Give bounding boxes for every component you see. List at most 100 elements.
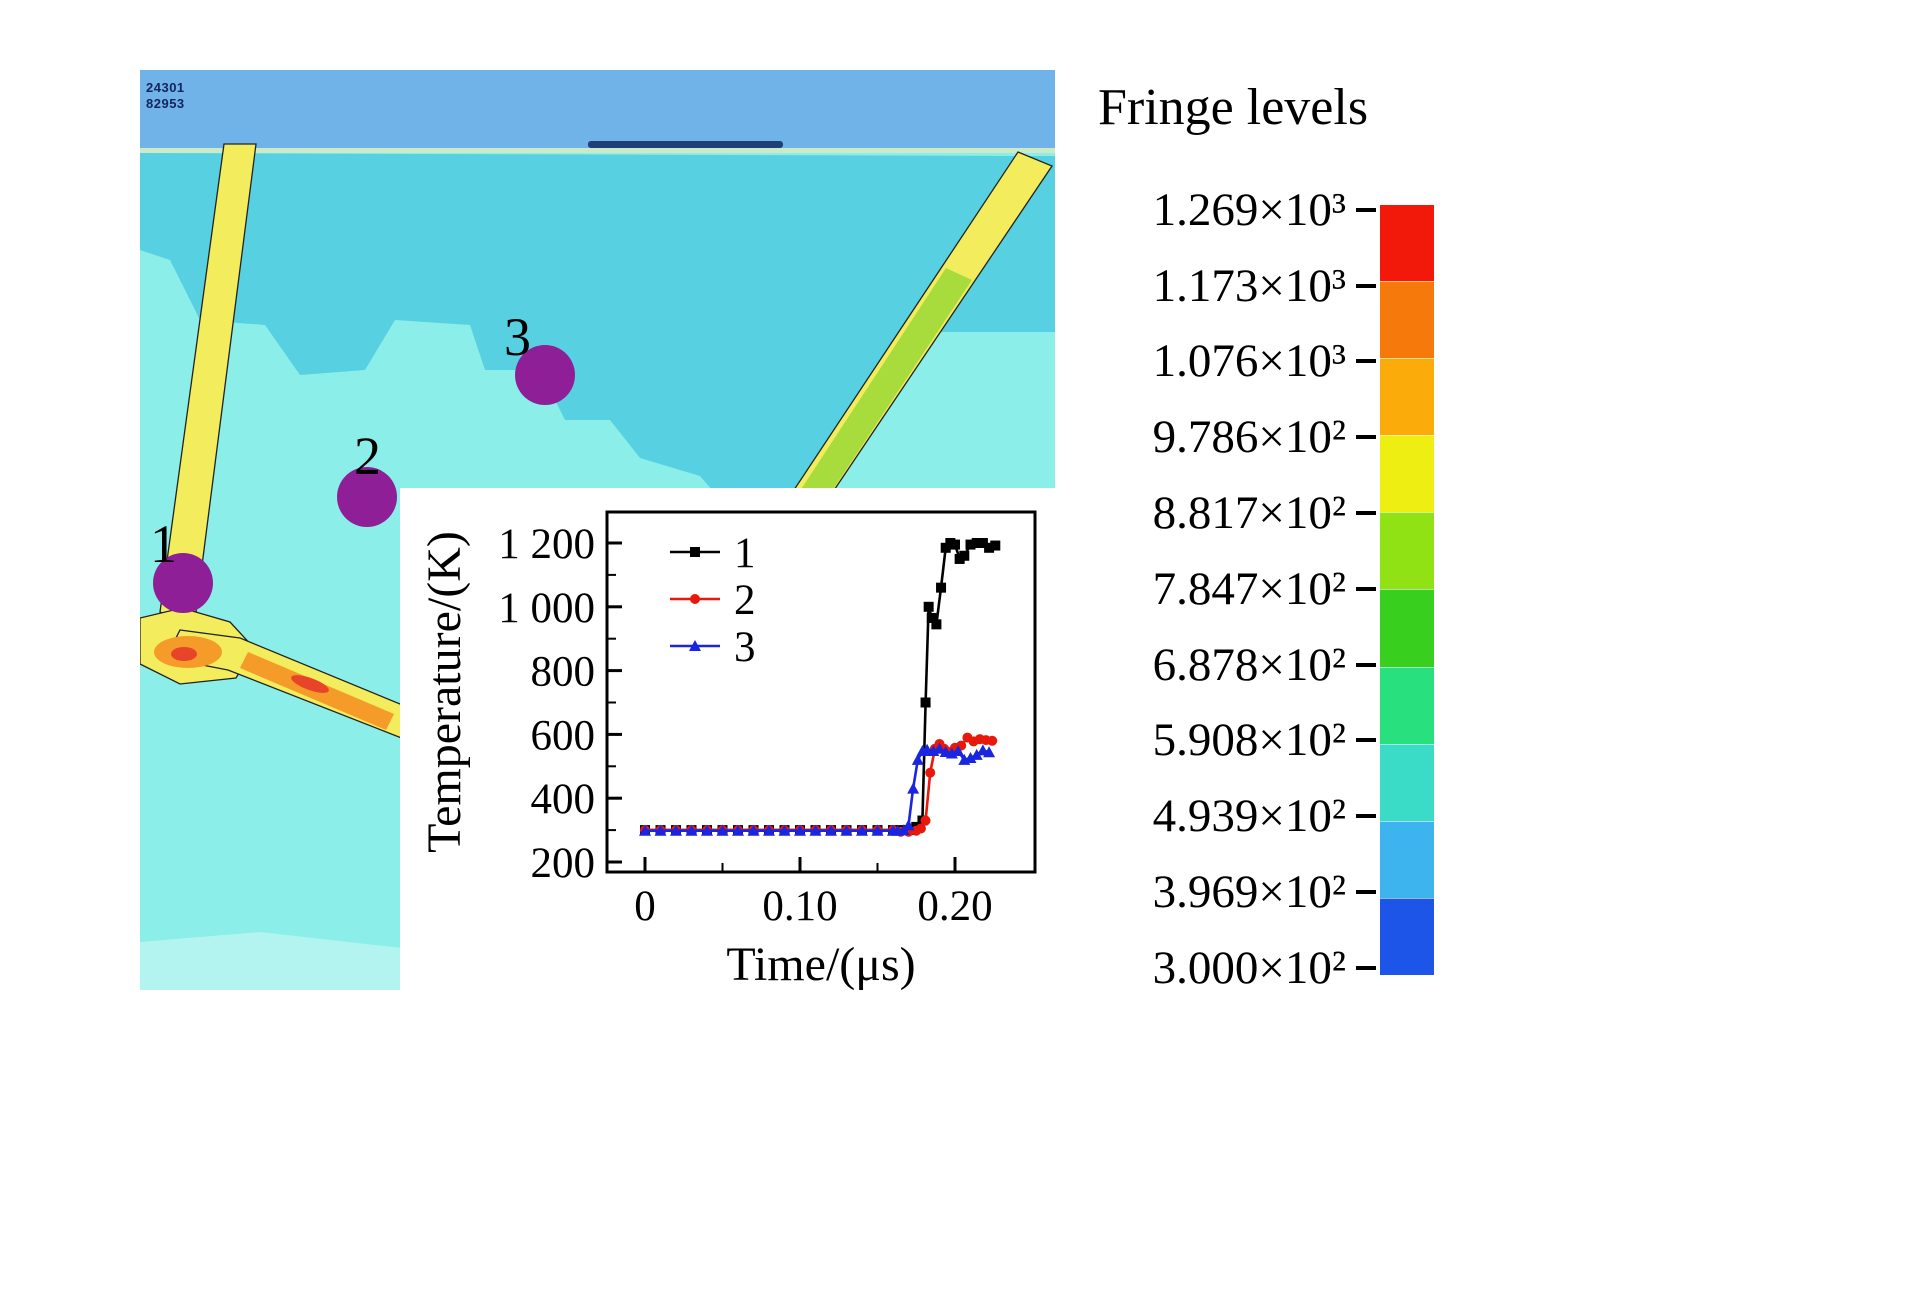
fringe-level-row: 3.000×10² — [1080, 930, 1376, 1006]
fringe-level-row: 1.076×10³ — [1080, 324, 1376, 400]
marker-circle — [987, 735, 998, 746]
fringe-tick-mark — [1356, 814, 1376, 819]
marker-triangle — [907, 782, 920, 794]
y-tick-label: 600 — [531, 712, 596, 759]
marker-circle — [920, 815, 931, 826]
marker-triangle — [983, 746, 996, 758]
contour-corner-text: 24301 82953 — [146, 80, 185, 111]
colorbar-segment — [1380, 358, 1434, 436]
fringe-level-row: 9.786×10² — [1080, 399, 1376, 475]
y-axis-label: Temperature/(K) — [420, 531, 471, 853]
colorbar-segment — [1380, 435, 1434, 513]
fringe-level-row: 5.908×10² — [1080, 703, 1376, 779]
measurement-point-3 — [515, 345, 575, 405]
marker-triangle — [840, 824, 853, 836]
fringe-level-row: 1.269×10³ — [1080, 172, 1376, 248]
colorbar-segment — [1380, 589, 1434, 667]
marker-triangle — [732, 824, 744, 836]
top-blue-band — [140, 70, 1055, 148]
fringe-tick-mark — [1356, 662, 1376, 667]
fringe-colorbar — [1380, 205, 1434, 975]
marker-triangle — [970, 748, 983, 760]
marker-square — [950, 539, 960, 550]
x-tick-label: 0.20 — [917, 883, 992, 930]
colorbar-segment — [1380, 512, 1434, 590]
marker-triangle — [952, 744, 965, 756]
fringe-level-row: 1.173×10³ — [1080, 248, 1376, 324]
colorbar-segment — [1380, 820, 1434, 898]
colorbar-segment — [1380, 897, 1434, 975]
colorbar-segment — [1380, 281, 1434, 359]
branch-hottest — [291, 675, 329, 693]
fringe-tick-mark — [1356, 435, 1376, 440]
marker-circle — [915, 823, 926, 834]
fringe-level-row: 4.939×10² — [1080, 778, 1376, 854]
corner-text-line: 24301 — [146, 80, 185, 95]
marker-square — [959, 550, 970, 561]
marker-triangle — [933, 742, 946, 754]
marker-square — [965, 539, 976, 550]
point-label: 2 — [354, 426, 381, 486]
marker-triangle — [825, 824, 837, 836]
marker-square — [936, 582, 947, 593]
fringe-tick-mark — [1356, 283, 1376, 288]
dark-segment — [588, 141, 783, 148]
marker-triangle — [654, 824, 667, 836]
marker-circle — [690, 594, 700, 604]
marker-triangle — [794, 824, 806, 836]
measurement-point-1 — [153, 553, 213, 613]
temperature-time-chart: 200 400 600 800 1 000 1 200 0 0.10 0.20Time/(μs)… — [420, 510, 1037, 991]
colorbar-segment — [1380, 205, 1434, 282]
plot-box — [605, 510, 1037, 874]
legend-label: 2 — [734, 577, 756, 624]
legend-label: 3 — [734, 624, 756, 671]
y-tick-label: 200 — [531, 840, 596, 887]
fringe-level-value: 3.969×10² — [1152, 866, 1346, 919]
measurement-point-2 — [337, 467, 397, 527]
marker-triangle — [716, 824, 729, 836]
fringe-level-value: 4.939×10² — [1152, 790, 1346, 843]
fringe-level-value: 1.269×10³ — [1152, 183, 1346, 236]
marker-triangle — [911, 753, 924, 765]
marker-square — [971, 538, 982, 548]
fringe-tick-mark — [1356, 890, 1376, 895]
marker-triangle — [964, 752, 977, 764]
colorbar-segment — [1380, 743, 1434, 821]
marker-triangle — [902, 819, 915, 831]
marker-triangle — [856, 824, 868, 836]
marker-triangle — [871, 824, 884, 836]
fringe-title: Fringe levels — [1098, 79, 1369, 136]
fringe-level-value: 5.908×10² — [1152, 714, 1346, 767]
marker-square — [977, 538, 988, 548]
marker-triangle — [778, 824, 791, 836]
marker-triangle — [670, 824, 682, 836]
crack-band-right-green — [794, 268, 972, 512]
fringe-level-row: 6.878×10² — [1080, 627, 1376, 703]
marker-triangle — [701, 824, 713, 836]
measurement-points: 1 2 3 — [150, 307, 575, 613]
marker-circle — [925, 767, 936, 778]
marker-square — [923, 601, 934, 612]
marker-triangle — [639, 824, 651, 836]
y-tick-label: 400 — [531, 776, 596, 823]
y-tick-label: 1 000 — [498, 585, 595, 632]
fringe-level-value: 3.000×10² — [1152, 941, 1346, 994]
fringe-level-row: 7.847×10² — [1080, 551, 1376, 627]
series-3 — [639, 742, 996, 836]
fringe-level-value: 7.847×10² — [1152, 562, 1346, 615]
point-label: 3 — [504, 307, 531, 367]
fringe-tick-mark — [1356, 965, 1376, 970]
fringe-level-row: 3.969×10² — [1080, 854, 1376, 930]
marker-triangle — [763, 824, 775, 836]
legend-label: 1 — [734, 530, 756, 577]
y-tick-label: 1 200 — [498, 521, 595, 568]
x-tick-label: 0 — [634, 883, 656, 930]
corner-text-line: 82953 — [146, 95, 185, 111]
field-mid-region — [140, 153, 1024, 522]
marker-square — [926, 612, 937, 623]
field-pale-strip — [140, 932, 402, 990]
fringe-level-value: 8.817×10² — [1152, 487, 1346, 540]
fringe-level-list: 1.269×10³ 1.173×10³ 1.076×10³ 9.786×10² 8.81… — [1080, 172, 1376, 1006]
